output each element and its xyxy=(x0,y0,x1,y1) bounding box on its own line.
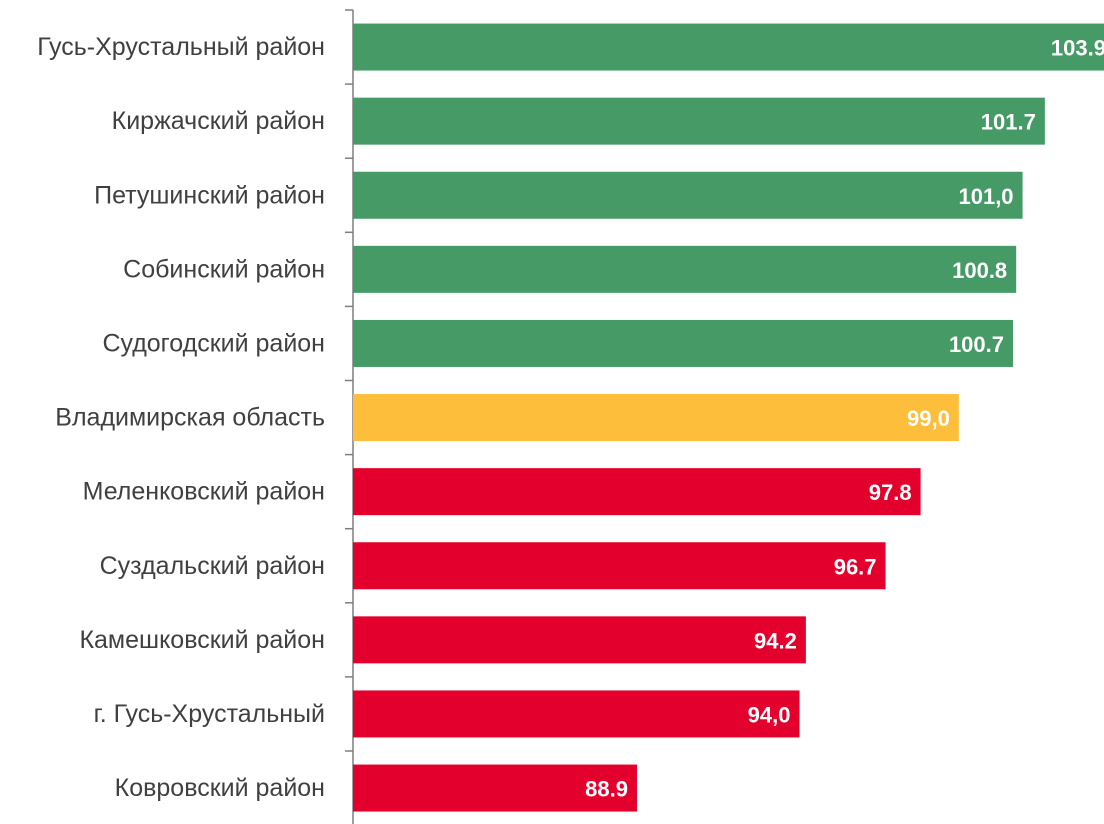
data-label: 100.7 xyxy=(949,332,1004,357)
bar xyxy=(353,764,637,812)
data-label: 100.8 xyxy=(952,258,1007,283)
data-label: 88.9 xyxy=(585,777,628,802)
category-label: Судогодский район xyxy=(102,329,325,357)
category-label: Камешковский район xyxy=(79,626,325,654)
category-label: Суздальский район xyxy=(100,552,325,580)
category-label: Гусь-Хрустальный район xyxy=(37,33,325,61)
category-label: Владимирская область xyxy=(55,404,325,432)
bar xyxy=(353,171,1023,219)
data-label: 103.9 xyxy=(1051,36,1104,61)
category-label: Собинский район xyxy=(123,255,325,283)
bar xyxy=(353,319,1013,367)
data-label: 94,0 xyxy=(748,702,791,727)
bar xyxy=(353,468,921,516)
data-label: 101.7 xyxy=(981,110,1036,135)
bar xyxy=(353,394,959,442)
bar xyxy=(353,23,1104,71)
bar xyxy=(353,245,1017,293)
data-label: 94.2 xyxy=(754,628,797,653)
category-label: Меленковский район xyxy=(83,478,325,506)
data-label: 96.7 xyxy=(834,554,877,579)
bar xyxy=(353,616,806,664)
bar xyxy=(353,97,1045,145)
category-label: Петушинский район xyxy=(94,181,325,209)
category-label: г. Гусь-Хрустальный xyxy=(94,700,325,728)
data-label: 97.8 xyxy=(869,480,912,505)
category-label: Ковровский район xyxy=(115,774,325,802)
bar xyxy=(353,542,886,590)
data-label: 99,0 xyxy=(907,406,950,431)
bar xyxy=(353,690,800,738)
category-label: Киржачский район xyxy=(112,107,325,135)
data-label: 101,0 xyxy=(958,184,1013,209)
